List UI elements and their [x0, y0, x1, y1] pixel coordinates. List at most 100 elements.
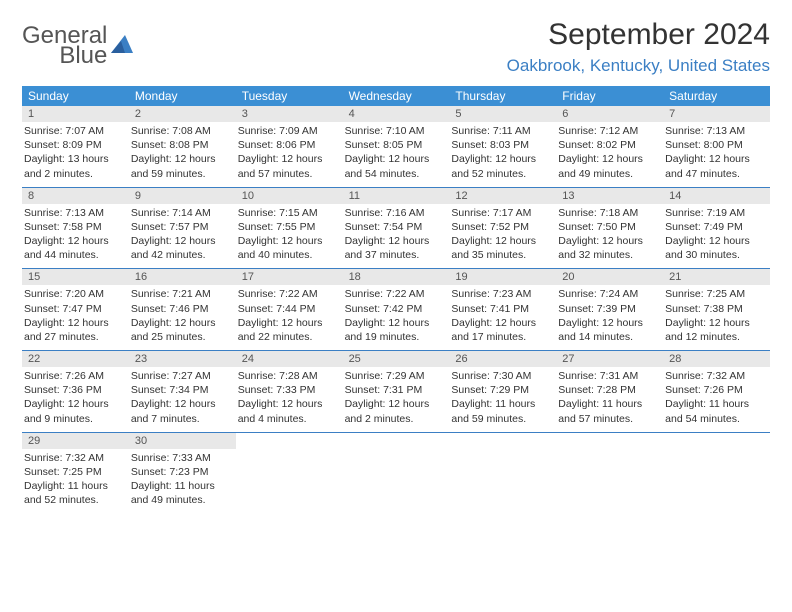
- day-sr: Sunrise: 7:23 AM: [451, 287, 552, 301]
- day-dl: Daylight: 12 hours and 49 minutes.: [558, 152, 659, 180]
- day-cell: 14Sunrise: 7:19 AMSunset: 7:49 PMDayligh…: [663, 188, 770, 269]
- day-dl: Daylight: 12 hours and 44 minutes.: [24, 234, 125, 262]
- day-number: 3: [236, 106, 343, 122]
- day-dl: Daylight: 12 hours and 12 minutes.: [665, 316, 766, 344]
- location: Oakbrook, Kentucky, United States: [507, 56, 770, 76]
- day-number: 28: [663, 351, 770, 367]
- day-ss: Sunset: 7:41 PM: [451, 302, 552, 316]
- day-sr: Sunrise: 7:33 AM: [131, 451, 232, 465]
- day-cell: 5Sunrise: 7:11 AMSunset: 8:03 PMDaylight…: [449, 106, 556, 187]
- day-cell: 15Sunrise: 7:20 AMSunset: 7:47 PMDayligh…: [22, 269, 129, 350]
- day-sr: Sunrise: 7:10 AM: [345, 124, 446, 138]
- day-info: Sunrise: 7:22 AMSunset: 7:44 PMDaylight:…: [236, 287, 343, 344]
- day-dl: Daylight: 12 hours and 14 minutes.: [558, 316, 659, 344]
- day-sr: Sunrise: 7:17 AM: [451, 206, 552, 220]
- day-number: 29: [22, 433, 129, 449]
- day-ss: Sunset: 7:42 PM: [345, 302, 446, 316]
- day-sr: Sunrise: 7:22 AM: [238, 287, 339, 301]
- day-cell: 17Sunrise: 7:22 AMSunset: 7:44 PMDayligh…: [236, 269, 343, 350]
- day-sr: Sunrise: 7:30 AM: [451, 369, 552, 383]
- day-dl: Daylight: 12 hours and 4 minutes.: [238, 397, 339, 425]
- day-number: 6: [556, 106, 663, 122]
- day-cell: 6 Sunrise: 7:12 AMSunset: 8:02 PMDaylight…: [556, 106, 663, 187]
- day-dl: Daylight: 11 hours and 54 minutes.: [665, 397, 766, 425]
- day-info: Sunrise: 7:20 AMSunset: 7:47 PMDaylight:…: [22, 287, 129, 344]
- day-info: Sunrise: 7:29 AMSunset: 7:31 PMDaylight:…: [343, 369, 450, 426]
- day-sr: Sunrise: 7:26 AM: [24, 369, 125, 383]
- day-cell: 9Sunrise: 7:14 AMSunset: 7:57 PMDaylight…: [129, 188, 236, 269]
- day-info: Sunrise: 7:23 AMSunset: 7:41 PMDaylight:…: [449, 287, 556, 344]
- day-number: 13: [556, 188, 663, 204]
- day-ss: Sunset: 7:31 PM: [345, 383, 446, 397]
- day-dl: Daylight: 12 hours and 19 minutes.: [345, 316, 446, 344]
- day-dl: Daylight: 12 hours and 42 minutes.: [131, 234, 232, 262]
- day-number: 1: [22, 106, 129, 122]
- day-cell: 23 Sunrise: 7:27 AMSunset: 7:34 PMDayligh…: [129, 351, 236, 432]
- day-cell: 18Sunrise: 7:22 AMSunset: 7:42 PMDayligh…: [343, 269, 450, 350]
- day-ss: Sunset: 7:25 PM: [24, 465, 125, 479]
- day-sr: Sunrise: 7:27 AM: [131, 369, 232, 383]
- day-ss: Sunset: 8:05 PM: [345, 138, 446, 152]
- day-ss: Sunset: 7:36 PM: [24, 383, 125, 397]
- day-cell: 28 Sunrise: 7:32 AMSunset: 7:26 PMDayligh…: [663, 351, 770, 432]
- day-dl: Daylight: 12 hours and 7 minutes.: [131, 397, 232, 425]
- day-number: 23: [129, 351, 236, 367]
- day-sr: Sunrise: 7:13 AM: [665, 124, 766, 138]
- day-cell: 20Sunrise: 7:24 AMSunset: 7:39 PMDayligh…: [556, 269, 663, 350]
- day-dl: Daylight: 12 hours and 54 minutes.: [345, 152, 446, 180]
- day-sr: Sunrise: 7:16 AM: [345, 206, 446, 220]
- day-info: Sunrise: 7:25 AMSunset: 7:38 PMDaylight:…: [663, 287, 770, 344]
- day-number: 22: [22, 351, 129, 367]
- logo-triangle-icon: [111, 35, 133, 58]
- day-cell: 29Sunrise: 7:32 AMSunset: 7:25 PMDayligh…: [22, 433, 129, 514]
- day-info: Sunrise: 7:12 AMSunset: 8:02 PMDaylight:…: [556, 124, 663, 181]
- day-ss: Sunset: 7:55 PM: [238, 220, 339, 234]
- day-ss: Sunset: 7:23 PM: [131, 465, 232, 479]
- day-dl: Daylight: 12 hours and 59 minutes.: [131, 152, 232, 180]
- day-ss: Sunset: 7:58 PM: [24, 220, 125, 234]
- day-info: Sunrise: 7:26 AMSunset: 7:36 PMDaylight:…: [22, 369, 129, 426]
- day-info: Sunrise: 7:16 AMSunset: 7:54 PMDaylight:…: [343, 206, 450, 263]
- day-cell: 22 Sunrise: 7:26 AMSunset: 7:36 PMDayligh…: [22, 351, 129, 432]
- day-number: 27: [556, 351, 663, 367]
- day-cell: 10Sunrise: 7:15 AMSunset: 7:55 PMDayligh…: [236, 188, 343, 269]
- day-dl: Daylight: 12 hours and 40 minutes.: [238, 234, 339, 262]
- header: General Blue September 2024 Oakbrook, Ke…: [22, 18, 770, 76]
- day-number: 24: [236, 351, 343, 367]
- week-row: 29Sunrise: 7:32 AMSunset: 7:25 PMDayligh…: [22, 433, 770, 514]
- day-info: Sunrise: 7:28 AMSunset: 7:33 PMDaylight:…: [236, 369, 343, 426]
- day-info: Sunrise: 7:22 AMSunset: 7:42 PMDaylight:…: [343, 287, 450, 344]
- day-sr: Sunrise: 7:32 AM: [665, 369, 766, 383]
- week-row: 8Sunrise: 7:13 AMSunset: 7:58 PMDaylight…: [22, 188, 770, 270]
- day-info: Sunrise: 7:27 AMSunset: 7:34 PMDaylight:…: [129, 369, 236, 426]
- weeks-container: 1Sunrise: 7:07 AMSunset: 8:09 PMDaylight…: [22, 106, 770, 513]
- day-dl: Daylight: 12 hours and 32 minutes.: [558, 234, 659, 262]
- month-title: September 2024: [507, 18, 770, 52]
- day-info: Sunrise: 7:07 AMSunset: 8:09 PMDaylight:…: [22, 124, 129, 181]
- day-dl: Daylight: 12 hours and 47 minutes.: [665, 152, 766, 180]
- day-cell: 7Sunrise: 7:13 AMSunset: 8:00 PMDaylight…: [663, 106, 770, 187]
- day-info: Sunrise: 7:10 AMSunset: 8:05 PMDaylight:…: [343, 124, 450, 181]
- day-ss: Sunset: 8:08 PM: [131, 138, 232, 152]
- day-cell: 11Sunrise: 7:16 AMSunset: 7:54 PMDayligh…: [343, 188, 450, 269]
- day-info: Sunrise: 7:24 AMSunset: 7:39 PMDaylight:…: [556, 287, 663, 344]
- day-number: 9: [129, 188, 236, 204]
- day-header: Wednesday: [343, 86, 450, 106]
- day-ss: Sunset: 8:00 PM: [665, 138, 766, 152]
- day-info: Sunrise: 7:30 AMSunset: 7:29 PMDaylight:…: [449, 369, 556, 426]
- day-sr: Sunrise: 7:12 AM: [558, 124, 659, 138]
- day-ss: Sunset: 7:26 PM: [665, 383, 766, 397]
- empty-cell: [556, 433, 663, 514]
- day-sr: Sunrise: 7:31 AM: [558, 369, 659, 383]
- day-sr: Sunrise: 7:13 AM: [24, 206, 125, 220]
- day-cell: 13Sunrise: 7:18 AMSunset: 7:50 PMDayligh…: [556, 188, 663, 269]
- day-sr: Sunrise: 7:07 AM: [24, 124, 125, 138]
- day-info: Sunrise: 7:21 AMSunset: 7:46 PMDaylight:…: [129, 287, 236, 344]
- day-cell: 2Sunrise: 7:08 AMSunset: 8:08 PMDaylight…: [129, 106, 236, 187]
- day-ss: Sunset: 8:09 PM: [24, 138, 125, 152]
- day-dl: Daylight: 12 hours and 52 minutes.: [451, 152, 552, 180]
- day-ss: Sunset: 7:46 PM: [131, 302, 232, 316]
- day-dl: Daylight: 12 hours and 35 minutes.: [451, 234, 552, 262]
- day-info: Sunrise: 7:17 AMSunset: 7:52 PMDaylight:…: [449, 206, 556, 263]
- day-info: Sunrise: 7:15 AMSunset: 7:55 PMDaylight:…: [236, 206, 343, 263]
